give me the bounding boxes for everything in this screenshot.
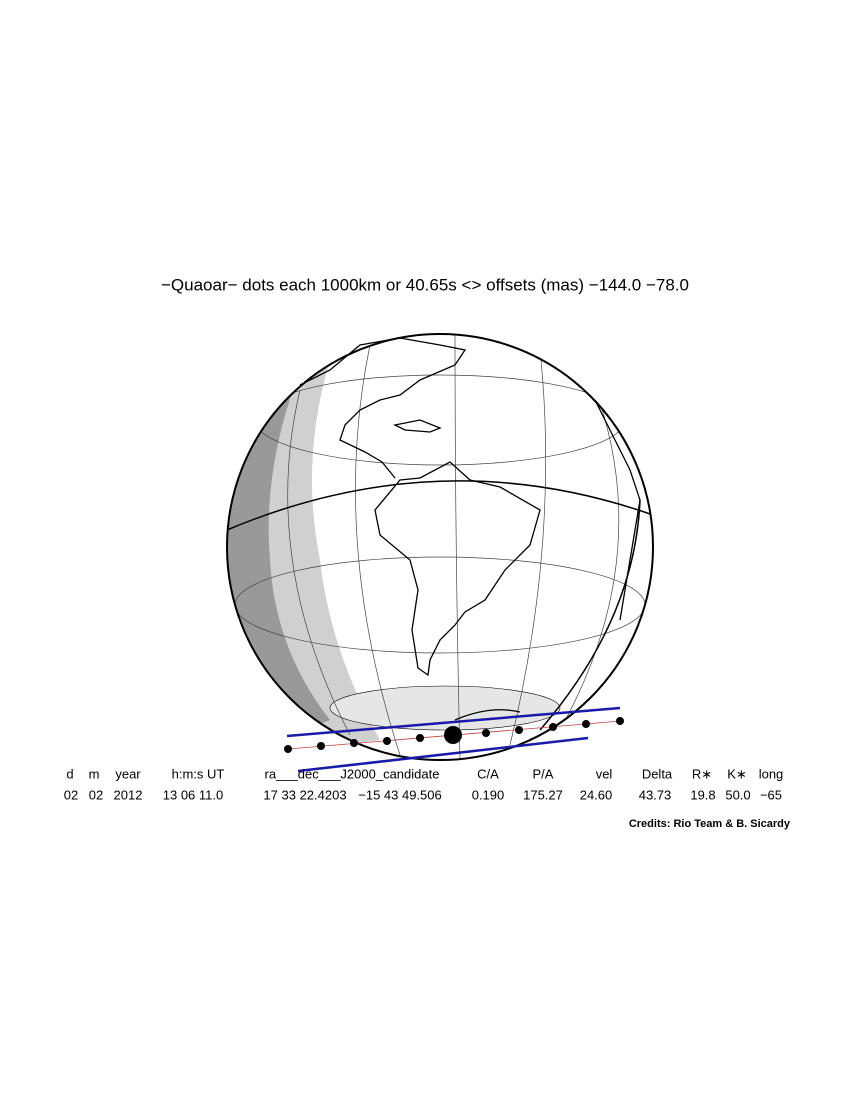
column-value: 17 33 22.4203 (263, 787, 346, 802)
column-value: 24.60 (580, 787, 613, 802)
column-header: K∗ (727, 766, 747, 781)
column-value: 2012 (114, 787, 143, 802)
column-header: m (89, 766, 100, 781)
table-header: d m year h:m:s UT ra___dec___J2000_candidate… (66, 766, 783, 781)
column-value: 19.8 (690, 787, 715, 802)
column-header: P/A (533, 766, 554, 781)
table-values: 02 02 2012 13 06 11.0 17 33 22.4203 −15 43 49… (64, 787, 782, 802)
column-value: 43.73 (639, 787, 672, 802)
column-value: 13 06 11.0 (163, 787, 223, 802)
column-header: C/A (477, 766, 499, 781)
shadow-path (284, 706, 624, 773)
column-value: 0.190 (472, 787, 505, 802)
column-header: Delta (642, 766, 673, 781)
column-header: R∗ (692, 766, 712, 781)
column-value: 50.0 (725, 787, 750, 802)
column-value: −15 43 49.506 (358, 787, 442, 802)
column-value: 02 (64, 787, 78, 802)
column-header: long (759, 766, 784, 781)
column-value: 175.27 (523, 787, 563, 802)
column-value: 02 (89, 787, 103, 802)
globe (226, 333, 654, 761)
column-header: ra___dec___J2000_candidate (265, 766, 440, 781)
column-header: year (115, 766, 141, 781)
credits: Credits: Rio Team & B. Sicardy (629, 818, 791, 830)
column-header: d (66, 766, 73, 781)
column-header: h:m:s UT (172, 766, 225, 781)
column-header: vel (596, 766, 613, 781)
title: −Quaoar− dots each 1000km or 40.65s <> o… (161, 275, 689, 294)
column-value: −65 (760, 787, 782, 802)
